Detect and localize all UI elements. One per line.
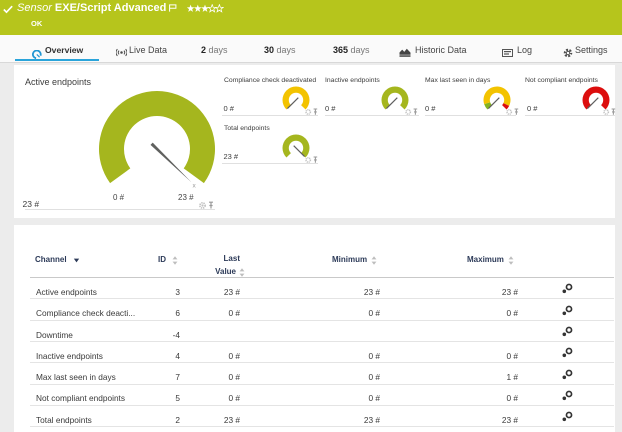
svg-text:x: x <box>193 182 197 189</box>
